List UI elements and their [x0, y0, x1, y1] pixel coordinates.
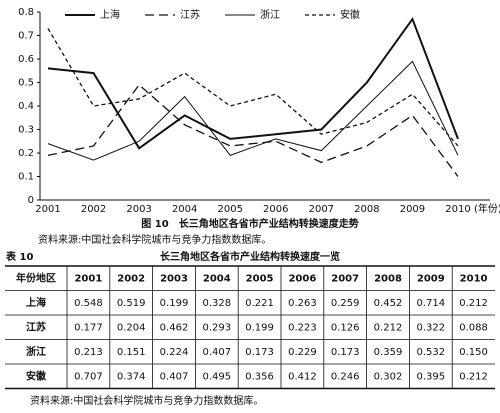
table-title: 长三角地区各省市产业结构转换速度一览	[160, 250, 340, 263]
table-cell: 0.328	[202, 298, 231, 309]
table-cell: 0.359	[374, 347, 403, 358]
table-cell: 0.224	[160, 347, 189, 358]
y-tick-label: 0.3	[18, 125, 34, 136]
table-header: 2005	[246, 273, 274, 284]
table-cell: 0.495	[202, 371, 231, 382]
y-tick-label: 0.8	[18, 7, 34, 18]
y-tick-label: 0.4	[18, 101, 34, 112]
table-header: 2006	[288, 273, 316, 284]
table-cell: 0.204	[117, 322, 146, 333]
series-line	[47, 83, 459, 177]
table-cell: 0.356	[245, 371, 274, 382]
table-header: 2001	[74, 273, 102, 284]
table-cell: 0.407	[202, 347, 231, 358]
x-tick-label: 2009	[400, 204, 425, 215]
legend-label: 浙江	[260, 9, 280, 21]
table-header: 2008	[374, 273, 402, 284]
table-header: 2007	[331, 273, 359, 284]
table-label: 表 10	[5, 250, 33, 263]
table-cell: 0.293	[202, 322, 231, 333]
table-cell: 0.221	[245, 298, 274, 309]
y-tick-label: 0.7	[18, 31, 34, 42]
x-unit-label: (年份)	[474, 202, 500, 215]
table-cell: 浙江	[26, 345, 46, 358]
table-cell: 0.407	[160, 371, 189, 382]
table-header: 2010	[460, 273, 488, 284]
table-header: 2003	[160, 273, 188, 284]
table-cell: 0.302	[374, 371, 403, 382]
table-cell: 0.395	[416, 371, 445, 382]
x-tick-label: 2006	[263, 204, 288, 215]
y-tick-label: 0.2	[18, 148, 34, 159]
table-cell: 安徽	[26, 369, 47, 382]
table-cell: 0.532	[416, 347, 445, 358]
series-line	[47, 28, 459, 147]
table-source: 资料来源:中国社会科学院城市与竞争力指数数据库。	[30, 394, 263, 407]
table-cell: 0.412	[288, 371, 317, 382]
table-cell: 0.374	[117, 371, 146, 382]
legend-label: 上海	[100, 8, 120, 21]
x-tick-label: 2010	[445, 204, 470, 215]
table-cell: 0.150	[459, 347, 488, 358]
table-cell: 0.199	[160, 298, 189, 309]
x-tick-label: 2004	[172, 204, 197, 215]
table-header: 2009	[417, 273, 445, 284]
table-cell: 0.519	[117, 298, 146, 309]
table-header: 年份地区	[16, 271, 56, 284]
y-tick-label: 0	[28, 195, 34, 206]
table-cell: 0.212	[459, 298, 488, 309]
table-cell: 0.229	[288, 347, 317, 358]
figure-caption: 图 10 长三角地区各省市产业结构转换速度走势	[141, 217, 358, 230]
table-cell: 上海	[26, 296, 46, 309]
x-tick-label: 2003	[126, 204, 151, 215]
table-header: 2002	[117, 273, 145, 284]
table-cell: 0.151	[117, 347, 146, 358]
table-cell: 0.173	[245, 347, 274, 358]
table-header: 2004	[203, 273, 231, 284]
legend-label: 江苏	[180, 8, 200, 21]
x-tick-label: 2007	[309, 204, 334, 215]
table-cell: 0.126	[331, 322, 360, 333]
table-cell: 0.452	[374, 298, 403, 309]
table-cell: 0.548	[74, 298, 103, 309]
x-tick-label: 2001	[35, 204, 60, 215]
table-cell: 0.223	[288, 322, 317, 333]
table-cell: 0.462	[160, 322, 189, 333]
table-cell: 0.212	[374, 322, 403, 333]
table-cell: 江苏	[26, 320, 46, 333]
series-line	[47, 60, 459, 161]
table-cell: 0.177	[74, 322, 103, 333]
table-cell: 0.199	[245, 322, 274, 333]
table-cell: 0.714	[416, 298, 445, 309]
y-tick-label: 0.5	[18, 78, 34, 89]
table-cell: 0.322	[416, 322, 445, 333]
table-cell: 0.707	[74, 371, 103, 382]
table-cell: 0.088	[459, 322, 488, 333]
table-cell: 0.173	[331, 347, 360, 358]
table-cell: 0.259	[331, 298, 360, 309]
x-tick-label: 2008	[354, 204, 379, 215]
table-cell: 0.213	[74, 347, 103, 358]
table-cell: 0.263	[288, 298, 317, 309]
series-line	[47, 16, 459, 150]
y-tick-label: 0.6	[18, 54, 34, 65]
x-tick-label: 2002	[81, 204, 106, 215]
table-cell: 0.212	[459, 371, 488, 382]
x-tick-label: 2005	[217, 204, 242, 215]
figure-source: 资料来源:中国社会科学院城市与竞争力指数数据库。	[38, 233, 271, 246]
legend-label: 安徽	[340, 8, 360, 21]
table-cell: 0.246	[331, 371, 360, 382]
y-tick-label: 0.1	[18, 172, 34, 183]
